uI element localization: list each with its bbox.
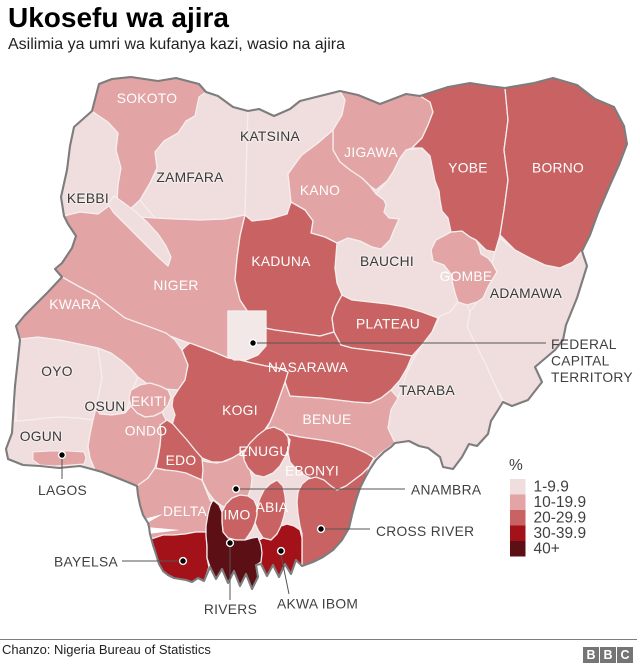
svg-text:GOMBE: GOMBE [440,269,493,284]
svg-text:BAUCHI: BAUCHI [360,254,414,269]
svg-text:%: % [509,457,523,474]
svg-text:OSUN: OSUN [84,399,125,414]
svg-text:BENUE: BENUE [302,412,351,427]
svg-text:ADAMAWA: ADAMAWA [490,286,563,301]
svg-text:10-19.9: 10-19.9 [534,494,587,511]
svg-text:RIVERS: RIVERS [204,602,257,617]
svg-text:KADUNA: KADUNA [251,254,311,269]
svg-text:BAYELSA: BAYELSA [54,555,118,570]
svg-text:DELTA: DELTA [163,504,207,519]
svg-text:1-9.9: 1-9.9 [534,479,569,496]
svg-text:NIGER: NIGER [153,278,198,293]
svg-text:YOBE: YOBE [448,161,488,176]
svg-text:ONDO: ONDO [125,424,168,439]
svg-text:30-39.9: 30-39.9 [534,525,587,542]
svg-text:NASARAWA: NASARAWA [268,360,349,375]
svg-text:LAGOS: LAGOS [38,483,87,498]
svg-text:ABIA: ABIA [256,500,289,515]
svg-text:40+: 40+ [534,541,560,558]
svg-text:PLATEAU: PLATEAU [356,317,420,332]
svg-text:EKITI: EKITI [131,394,167,409]
svg-text:SOKOTO: SOKOTO [117,91,178,106]
svg-text:KANO: KANO [300,183,340,198]
svg-text:TARABA: TARABA [399,383,455,398]
svg-text:IMO: IMO [224,508,251,523]
svg-text:AKWA IBOM: AKWA IBOM [277,597,358,612]
svg-text:EBONYI: EBONYI [285,464,339,479]
svg-text:CAPITAL: CAPITAL [551,354,610,369]
svg-text:KWARA: KWARA [49,297,101,312]
svg-text:EDO: EDO [166,453,197,468]
svg-text:KOGI: KOGI [222,403,258,418]
svg-text:TERRITORY: TERRITORY [551,370,633,385]
svg-text:OGUN: OGUN [20,429,63,444]
svg-text:OYO: OYO [41,364,73,379]
svg-text:ANAMBRA: ANAMBRA [411,483,482,498]
svg-text:JIGAWA: JIGAWA [344,145,398,160]
svg-text:ENUGU: ENUGU [238,444,289,459]
svg-text:KATSINA: KATSINA [240,129,301,144]
svg-text:CROSS RIVER: CROSS RIVER [376,524,474,539]
svg-text:20-29.9: 20-29.9 [534,510,587,527]
svg-text:FEDERAL: FEDERAL [551,337,617,352]
svg-text:ZAMFARA: ZAMFARA [156,170,224,185]
svg-text:BORNO: BORNO [532,161,584,176]
svg-text:KEBBI: KEBBI [67,191,109,206]
